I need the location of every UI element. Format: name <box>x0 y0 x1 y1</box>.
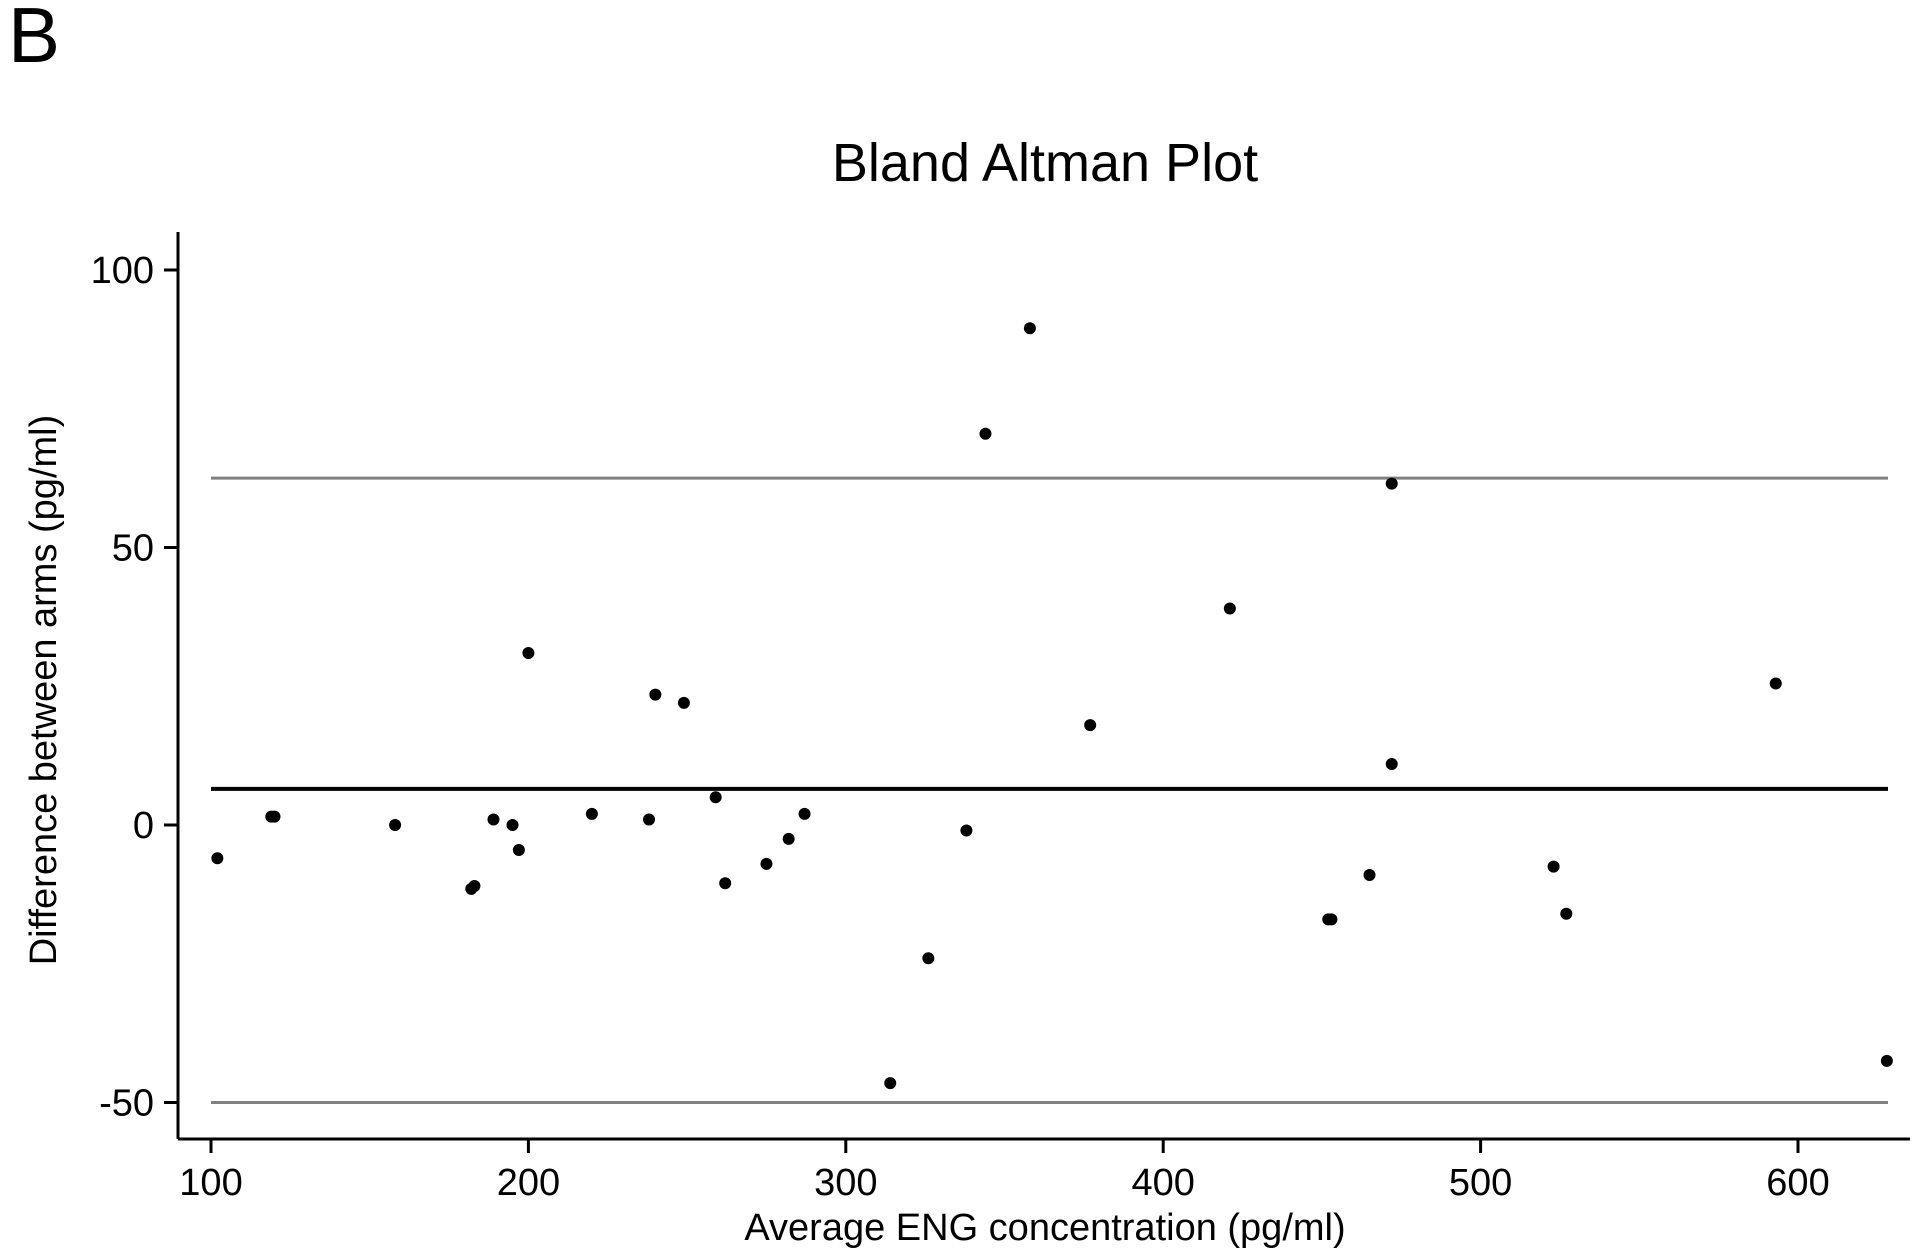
data-point <box>643 813 656 826</box>
data-point <box>522 646 535 659</box>
data-point <box>922 952 935 965</box>
data-point <box>1560 907 1573 920</box>
data-point <box>211 852 224 865</box>
y-axis-title: Difference between arms (pg/ml) <box>23 415 65 966</box>
data-point <box>960 824 973 837</box>
data-point <box>709 791 722 804</box>
data-point <box>268 810 281 823</box>
data-point <box>798 807 811 820</box>
y-tick-label: -50 <box>99 1083 154 1125</box>
data-point <box>468 880 481 893</box>
data-point <box>1547 860 1560 873</box>
x-tick-label: 600 <box>1766 1162 1829 1204</box>
reference-lines <box>211 476 1888 1104</box>
data-point <box>512 843 525 856</box>
data-point <box>487 813 500 826</box>
data-point <box>1084 719 1097 732</box>
data-point <box>1385 477 1398 490</box>
panel-label: B <box>8 0 61 79</box>
data-point <box>1880 1054 1893 1067</box>
data-point <box>782 832 795 845</box>
chart-title: Bland Altman Plot <box>832 133 1258 193</box>
data-point <box>884 1077 897 1090</box>
data-point <box>1023 322 1036 335</box>
x-tick-label: 200 <box>497 1162 560 1204</box>
data-point <box>649 688 662 701</box>
x-tick-label: 100 <box>179 1162 242 1204</box>
data-point <box>1223 602 1236 615</box>
data-point <box>1769 677 1782 690</box>
data-point <box>389 819 402 831</box>
axes <box>176 232 1910 1141</box>
y-tick-label: 0 <box>133 805 154 847</box>
data-point <box>1385 757 1398 770</box>
data-point <box>1363 868 1376 881</box>
data-point <box>1325 913 1338 926</box>
data-point <box>585 807 598 820</box>
y-tick-label: 50 <box>112 528 154 570</box>
x-axis-title: Average ENG concentration (pg/ml) <box>744 1207 1345 1249</box>
y-tick-label: 100 <box>91 250 154 292</box>
data-point <box>760 857 773 870</box>
ticks: 100 200 300 400 500 600 -50 0 50 100 <box>91 250 1830 1204</box>
x-tick-label: 500 <box>1449 1162 1512 1204</box>
data-point <box>506 819 519 831</box>
data-point <box>719 877 732 890</box>
x-tick-label: 400 <box>1131 1162 1194 1204</box>
data-point <box>677 696 690 709</box>
data-point <box>979 427 992 440</box>
data-points <box>211 322 1893 1090</box>
x-tick-label: 300 <box>814 1162 877 1204</box>
